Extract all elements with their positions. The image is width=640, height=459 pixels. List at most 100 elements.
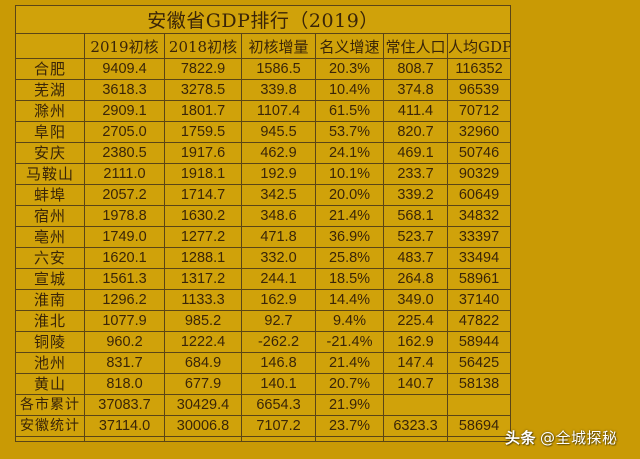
growth-cell: 25.8% bbox=[315, 247, 384, 269]
population-cell: 339.2 bbox=[383, 184, 448, 206]
gdp-2018-cell: 985.2 bbox=[164, 310, 242, 332]
gdp-table-container: 安徽省GDP排行（2019） 2019初核 2018初核 初核增量 名义增速 常… bbox=[14, 5, 512, 442]
population-cell: 147.4 bbox=[383, 352, 448, 374]
watermark-account: @全城探秘 bbox=[540, 429, 618, 447]
population-cell: 808.7 bbox=[383, 58, 448, 80]
gdp-2019-cell: 960.2 bbox=[84, 331, 165, 353]
growth-cell: 20.0% bbox=[315, 184, 384, 206]
table-row: 芜湖 3618.3 3278.5 339.8 10.4% 374.8 96539 bbox=[15, 79, 512, 101]
population-cell: 483.7 bbox=[383, 247, 448, 269]
table-row: 马鞍山 2111.0 1918.1 192.9 10.1% 233.7 90329 bbox=[15, 163, 512, 185]
summary-label: 安徽统计 bbox=[15, 415, 85, 437]
city-name: 宿州 bbox=[15, 205, 85, 227]
per-capita-cell: 116352 bbox=[446, 58, 512, 80]
gdp-2019-cell: 1077.9 bbox=[84, 310, 165, 332]
header-growth: 名义增速 bbox=[315, 33, 384, 59]
increase-cell: 1586.5 bbox=[241, 58, 316, 80]
per-capita-cell: 58961 bbox=[446, 268, 512, 290]
table-row: 铜陵 960.2 1222.4 -262.2 -21.4% 162.9 58944 bbox=[15, 331, 512, 353]
gdp-2019-cell: 2909.1 bbox=[84, 100, 165, 122]
summary-row-cities-total: 各市累计 37083.7 30429.4 6654.3 21.9% bbox=[15, 394, 512, 416]
header-population: 常住人口 bbox=[383, 33, 448, 59]
city-name: 淮南 bbox=[15, 289, 85, 311]
gdp-2018-cell: 30006.8 bbox=[164, 415, 242, 437]
growth-cell: 9.4% bbox=[315, 310, 384, 332]
gdp-2019-cell: 2380.5 bbox=[84, 142, 165, 164]
gdp-2019-cell: 37083.7 bbox=[84, 394, 165, 416]
population-cell: 411.4 bbox=[383, 100, 448, 122]
header-gdp-2019: 2019初核 bbox=[84, 33, 165, 59]
watermark: 头条 @全城探秘 bbox=[505, 427, 618, 448]
gdp-2019-cell: 818.0 bbox=[84, 373, 165, 395]
city-name: 黄山 bbox=[15, 373, 85, 395]
title-row: 安徽省GDP排行（2019） bbox=[14, 5, 512, 34]
growth-cell: 61.5% bbox=[315, 100, 384, 122]
table-row: 淮南 1296.2 1133.3 162.9 14.4% 349.0 37140 bbox=[15, 289, 512, 311]
increase-cell: 471.8 bbox=[241, 226, 316, 248]
growth-cell: 21.4% bbox=[315, 205, 384, 227]
growth-cell: 21.9% bbox=[315, 394, 384, 416]
increase-cell: 1107.4 bbox=[241, 100, 316, 122]
population-cell: 374.8 bbox=[383, 79, 448, 101]
increase-cell: 162.9 bbox=[241, 289, 316, 311]
gdp-2018-cell: 1288.1 bbox=[164, 247, 242, 269]
gdp-2019-cell: 1749.0 bbox=[84, 226, 165, 248]
table-row: 淮北 1077.9 985.2 92.7 9.4% 225.4 47822 bbox=[15, 310, 512, 332]
increase-cell: 342.5 bbox=[241, 184, 316, 206]
per-capita-cell: 58138 bbox=[446, 373, 512, 395]
population-cell: 264.8 bbox=[383, 268, 448, 290]
table-row: 六安 1620.1 1288.1 332.0 25.8% 483.7 33494 bbox=[15, 247, 512, 269]
per-capita-cell: 32960 bbox=[446, 121, 512, 143]
population-cell: 349.0 bbox=[383, 289, 448, 311]
population-cell: 162.9 bbox=[383, 331, 448, 353]
header-gdp-2018: 2018初核 bbox=[164, 33, 242, 59]
city-name: 马鞍山 bbox=[15, 163, 85, 185]
population-cell: 523.7 bbox=[383, 226, 448, 248]
per-capita-cell: 34832 bbox=[446, 205, 512, 227]
gdp-2019-cell: 9409.4 bbox=[84, 58, 165, 80]
table-row: 蚌埠 2057.2 1714.7 342.5 20.0% 339.2 60649 bbox=[15, 184, 512, 206]
growth-cell: 20.3% bbox=[315, 58, 384, 80]
gdp-2018-cell: 1801.7 bbox=[164, 100, 242, 122]
growth-cell: 36.9% bbox=[315, 226, 384, 248]
increase-cell: 348.6 bbox=[241, 205, 316, 227]
gdp-2018-cell: 1630.2 bbox=[164, 205, 242, 227]
population-cell: 469.1 bbox=[383, 142, 448, 164]
summary-label: 各市累计 bbox=[15, 394, 85, 416]
city-name: 亳州 bbox=[15, 226, 85, 248]
gdp-2018-cell: 1317.2 bbox=[164, 268, 242, 290]
growth-cell: 10.4% bbox=[315, 79, 384, 101]
population-cell: 568.1 bbox=[383, 205, 448, 227]
city-name: 淮北 bbox=[15, 310, 85, 332]
increase-cell: 244.1 bbox=[241, 268, 316, 290]
table-row: 滁州 2909.1 1801.7 1107.4 61.5% 411.4 70712 bbox=[15, 100, 512, 122]
table-row: 阜阳 2705.0 1759.5 945.5 53.7% 820.7 32960 bbox=[15, 121, 512, 143]
growth-cell: 10.1% bbox=[315, 163, 384, 185]
gdp-2019-cell: 1561.3 bbox=[84, 268, 165, 290]
growth-cell: 21.4% bbox=[315, 352, 384, 374]
growth-cell: 14.4% bbox=[315, 289, 384, 311]
gdp-2018-cell: 1133.3 bbox=[164, 289, 242, 311]
table-row: 池州 831.7 684.9 146.8 21.4% 147.4 56425 bbox=[15, 352, 512, 374]
header-increase: 初核增量 bbox=[241, 33, 316, 59]
population-cell: 820.7 bbox=[383, 121, 448, 143]
increase-cell: 339.8 bbox=[241, 79, 316, 101]
increase-cell: 192.9 bbox=[241, 163, 316, 185]
gdp-2018-cell: 3278.5 bbox=[164, 79, 242, 101]
gdp-ranking-table: 安徽省GDP排行（2019） 2019初核 2018初核 初核增量 名义增速 常… bbox=[14, 5, 512, 442]
population-cell: 233.7 bbox=[383, 163, 448, 185]
per-capita-cell: 37140 bbox=[446, 289, 512, 311]
table-row: 宿州 1978.8 1630.2 348.6 21.4% 568.1 34832 bbox=[15, 205, 512, 227]
gdp-2019-cell: 37114.0 bbox=[84, 415, 165, 437]
gdp-2018-cell: 1918.1 bbox=[164, 163, 242, 185]
increase-cell: 332.0 bbox=[241, 247, 316, 269]
header-row: 2019初核 2018初核 初核增量 名义增速 常住人口 人均GDP bbox=[15, 33, 512, 59]
gdp-2019-cell: 2057.2 bbox=[84, 184, 165, 206]
table-row: 宣城 1561.3 1317.2 244.1 18.5% 264.8 58961 bbox=[15, 268, 512, 290]
growth-cell: 20.7% bbox=[315, 373, 384, 395]
per-capita-cell: 50746 bbox=[446, 142, 512, 164]
increase-cell: 6654.3 bbox=[241, 394, 316, 416]
increase-cell: 92.7 bbox=[241, 310, 316, 332]
increase-cell: 462.9 bbox=[241, 142, 316, 164]
gdp-2018-cell: 1917.6 bbox=[164, 142, 242, 164]
